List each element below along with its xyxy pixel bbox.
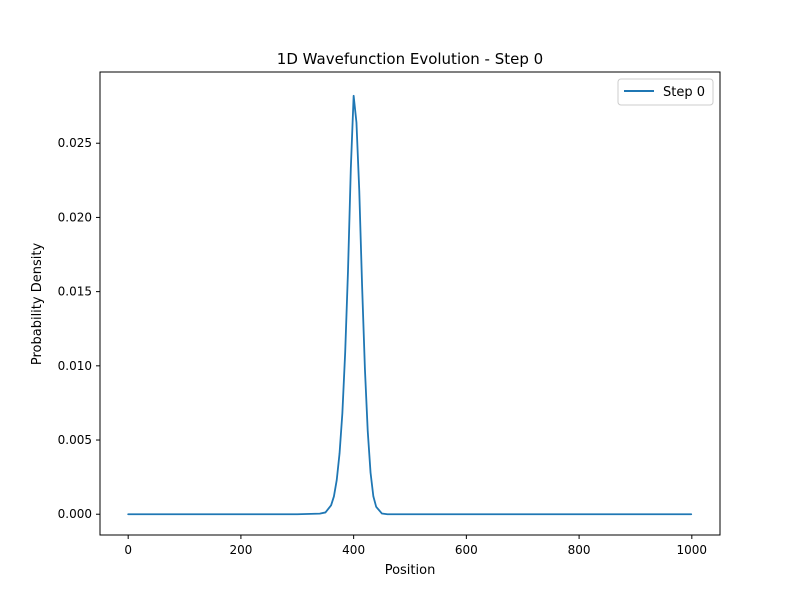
legend: Step 0 [617,78,714,106]
x-tick-label: 600 [455,543,478,557]
series-layer [127,94,693,516]
legend-box [617,78,714,106]
plot-frame [99,71,721,536]
y-tick-label: 0.005 [58,433,92,447]
x-tick-label: 400 [342,543,365,557]
x-tick-label: 200 [229,543,252,557]
x-tick-label: 0 [124,543,132,557]
legend-label-step-0: Step 0 [663,85,705,100]
x-tick-label: 800 [568,543,591,557]
y-tick-label: 0.000 [58,507,92,521]
y-axis-label: Probability Density [30,243,45,366]
plot-area: 0 200 400 600 800 1000 0.0000.0050.0100.0150.… [58,71,721,557]
x-tick-label: 1000 [677,543,708,557]
x-axis-label: Position [385,563,436,578]
y-axis: 0.000 0.005 0.010 0.015 0.020 0.025 [58,136,100,521]
series-line-step-0 [127,94,693,516]
y-tick-label: 0.010 [58,359,92,373]
y-tick-label: 0.015 [58,285,92,299]
y-tick-label: 0.020 [58,210,92,224]
x-axis: 0 200 400 600 800 1000 [124,535,707,557]
chart-title: 1D Wavefunction Evolution - Step 0 [277,50,543,68]
y-tick-label: 0.025 [58,136,92,150]
